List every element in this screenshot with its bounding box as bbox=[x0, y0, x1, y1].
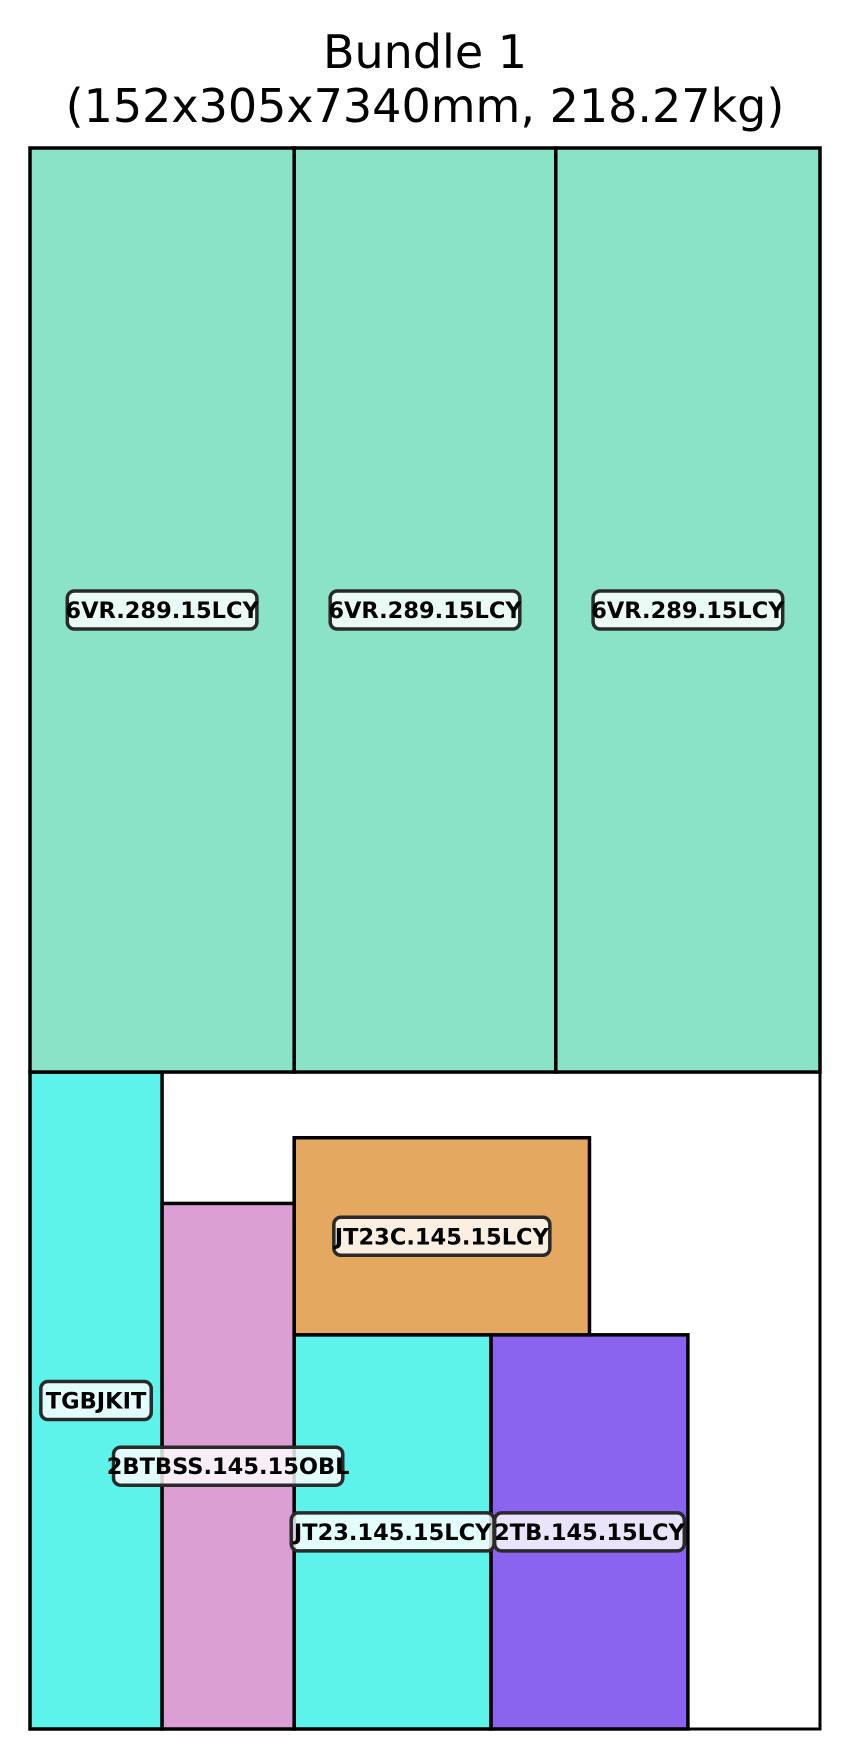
piece-label-jt23c: JT23C.145.15LCY bbox=[332, 1215, 552, 1258]
pieces-layer bbox=[28, 146, 822, 1731]
label-text: 6VR.289.15LCY bbox=[328, 598, 522, 624]
label-box bbox=[492, 1511, 687, 1553]
piece-label-6vr-2: 6VR.289.15LCY bbox=[328, 589, 522, 631]
label-text: 2TB.145.15LCY bbox=[494, 1520, 685, 1546]
label-box bbox=[328, 589, 522, 631]
piece-label-2btbss: 2BTBSS.145.15OBL bbox=[107, 1445, 350, 1487]
label-text: JT23C.145.15LCY bbox=[333, 1224, 550, 1250]
title-line-2: (152x305x7340mm, 218.27kg) bbox=[66, 79, 785, 133]
piece-label-6vr-1: 6VR.289.15LCY bbox=[65, 589, 259, 631]
label-text: 2BTBSS.145.15OBL bbox=[107, 1454, 350, 1480]
label-box bbox=[39, 1379, 153, 1422]
label-text: TGBJKIT bbox=[46, 1389, 147, 1415]
label-box bbox=[332, 1215, 552, 1258]
piece-label-2tb: 2TB.145.15LCY bbox=[492, 1511, 687, 1553]
label-box bbox=[65, 589, 259, 631]
piece-label-jt23: JT23.145.15LCY bbox=[289, 1511, 496, 1553]
labels-layer: TGBJKIT 2BTBSS.145.15OBL JT23.145.15LCY 2TB… bbox=[39, 589, 785, 1553]
piece-label-6vr-3: 6VR.289.15LCY bbox=[591, 589, 785, 631]
label-box bbox=[591, 589, 785, 631]
label-text: JT23.145.15LCY bbox=[292, 1520, 492, 1546]
label-text: 6VR.289.15LCY bbox=[65, 598, 259, 624]
title-line-1: Bundle 1 bbox=[323, 25, 527, 79]
bundle-frame bbox=[28, 146, 822, 1731]
label-box bbox=[111, 1445, 345, 1487]
piece-label-tgbjkit: TGBJKIT bbox=[39, 1379, 153, 1422]
label-text: 6VR.289.15LCY bbox=[591, 598, 785, 624]
